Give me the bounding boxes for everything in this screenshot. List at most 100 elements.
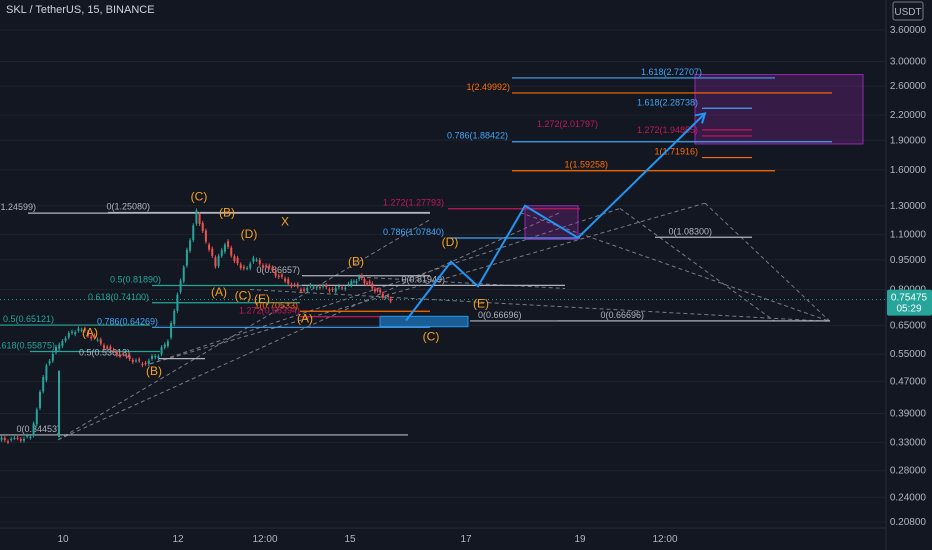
projection-line: [405, 112, 706, 322]
candle-body: [268, 265, 271, 268]
candle-body: [389, 298, 392, 302]
candle-body: [176, 294, 179, 311]
candle-body: [306, 287, 309, 291]
trend-line-2: [149, 207, 621, 365]
candle-body: [217, 255, 220, 267]
candle-body: [371, 283, 374, 289]
trend-line-1: [57, 212, 561, 441]
candle-body: [249, 263, 252, 269]
wave-label-11: (E): [473, 297, 489, 311]
fib-label-1: 0(1.25080): [106, 201, 150, 211]
y-tick-label: 1.60000: [890, 165, 927, 176]
candles: [0, 208, 392, 444]
candle-body: [223, 244, 226, 252]
candle-body: [379, 289, 382, 293]
candle-body: [13, 437, 16, 439]
candle-body: [7, 441, 9, 443]
x-tick-label: 12:00: [252, 534, 277, 545]
candle-body: [3, 437, 6, 441]
fib-label-11: 1(0.70533): [254, 300, 298, 310]
y-tick-label: 1.30000: [890, 201, 927, 212]
trend-line-6: [704, 202, 831, 322]
wave-label-12: (C): [423, 330, 440, 344]
candle-body: [252, 257, 255, 262]
candle-body: [166, 341, 169, 347]
candle-body: [154, 356, 157, 358]
fib-levels: 0(1.24599) 0(1.25080) 0.5(0.81890) 0.618(0.…: [0, 67, 832, 436]
y-tick-label: 0.39000: [890, 409, 927, 420]
trend-line-7: [619, 208, 776, 322]
fib-label-23: 0.786(1.88422): [447, 131, 508, 141]
fib-label-13: 0(0.66696): [478, 310, 522, 320]
candle-body: [122, 353, 125, 355]
trend-line-0: [57, 219, 431, 441]
candle-body: [325, 285, 328, 287]
x-tick-label: 10: [57, 534, 69, 545]
candle-body: [112, 349, 115, 351]
candle-body: [312, 286, 315, 288]
candle-body: [128, 355, 131, 359]
fib-label-25: 1(1.59258): [564, 160, 608, 170]
wave-label-2: (C): [191, 190, 208, 204]
candle-body: [173, 310, 176, 325]
candle-body: [201, 222, 204, 231]
fib-label-2: 0.5(0.81890): [110, 275, 161, 285]
candle-body: [0, 437, 3, 440]
candle-body: [96, 339, 99, 341]
candle-body: [58, 344, 61, 349]
fib-label-6: 0.618(0.55875): [0, 340, 55, 350]
candle-body: [344, 287, 347, 289]
candle-body: [29, 437, 32, 439]
candle-body: [147, 360, 150, 365]
candle-body: [71, 331, 73, 333]
candle-body: [309, 284, 312, 287]
candle-body: [227, 241, 230, 247]
candle-body: [151, 356, 153, 359]
candle-body: [363, 279, 366, 284]
candle-body: [138, 359, 141, 361]
candle-body: [125, 355, 128, 357]
candle-body: [322, 285, 325, 287]
fib-label-17: 0(1.08300): [668, 226, 712, 236]
candle-body: [64, 338, 67, 341]
candle-body: [287, 279, 290, 284]
wave-label-13: X: [281, 214, 289, 228]
y-tick-label: 0.95000: [890, 255, 927, 266]
candle-body: [93, 335, 96, 338]
candle-body: [115, 351, 118, 356]
candle-body: [220, 249, 223, 256]
candle-body: [211, 248, 214, 256]
candle-body: [119, 355, 121, 357]
candle-body: [366, 283, 369, 285]
candle-body: [45, 365, 48, 381]
fib-label-19: 1(2.49992): [466, 82, 510, 92]
candle-body: [373, 289, 376, 292]
candle-body: [99, 339, 102, 344]
fib-label-24: 1(1.71916): [654, 147, 698, 157]
y-tick-label: 2.60000: [890, 81, 927, 92]
fib-label-16: 0.786(1.07840): [383, 227, 444, 237]
trend-line-4: [249, 289, 831, 322]
currency-label: USDT: [894, 7, 921, 18]
candle-body: [157, 356, 160, 359]
fib-label-4: 0.5(0.65121): [3, 314, 54, 324]
candle-body: [19, 439, 22, 441]
candle-body: [74, 332, 77, 335]
candle-body: [179, 280, 182, 293]
fib-label-18: 1.618(2.72707): [641, 67, 702, 77]
wave-labels: (A)(B)(C)(B)(D)(A) (C) (E)(A)(B)(D)(E)(C)X: [82, 190, 489, 379]
candle-body: [280, 274, 283, 277]
candle-body: [87, 332, 89, 336]
fib-label-14: 0(0.66696): [600, 310, 644, 320]
candle-body: [23, 438, 25, 441]
candle-body: [328, 289, 331, 291]
y-tick-label: 0.47000: [890, 376, 927, 387]
candle-body: [384, 297, 387, 299]
candle-body: [290, 284, 293, 287]
projection-arrowhead: [694, 112, 707, 124]
wave-label-1: (B): [146, 364, 162, 378]
entry-box: [379, 315, 469, 328]
symbol-title: SKL / TetherUS, 15, BINANCE: [6, 4, 155, 16]
candle-body: [51, 354, 54, 361]
